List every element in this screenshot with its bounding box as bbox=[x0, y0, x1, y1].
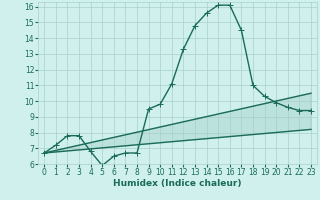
X-axis label: Humidex (Indice chaleur): Humidex (Indice chaleur) bbox=[113, 179, 242, 188]
Polygon shape bbox=[44, 93, 311, 153]
